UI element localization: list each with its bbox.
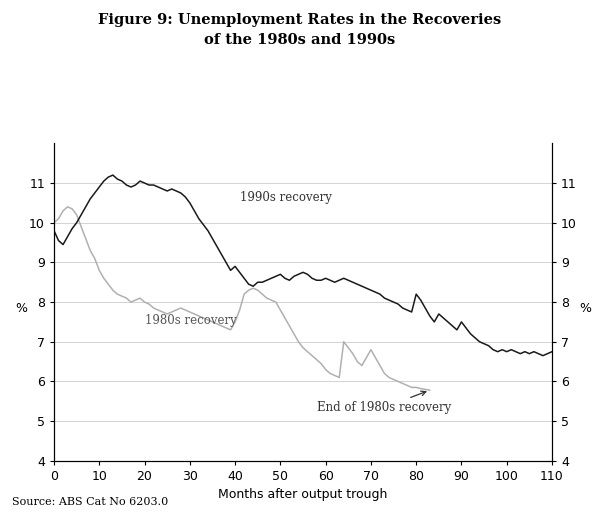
Text: 1990s recovery: 1990s recovery — [239, 191, 331, 204]
Text: of the 1980s and 1990s: of the 1980s and 1990s — [205, 33, 395, 47]
Text: End of 1980s recovery: End of 1980s recovery — [317, 391, 451, 414]
Text: Figure 9: Unemployment Rates in the Recoveries: Figure 9: Unemployment Rates in the Reco… — [98, 13, 502, 27]
Text: Source: ABS Cat No 6203.0: Source: ABS Cat No 6203.0 — [12, 497, 168, 507]
Text: 1980s recovery: 1980s recovery — [145, 314, 236, 327]
X-axis label: Months after output trough: Months after output trough — [218, 488, 388, 501]
Y-axis label: %: % — [579, 302, 591, 315]
Y-axis label: %: % — [15, 302, 27, 315]
